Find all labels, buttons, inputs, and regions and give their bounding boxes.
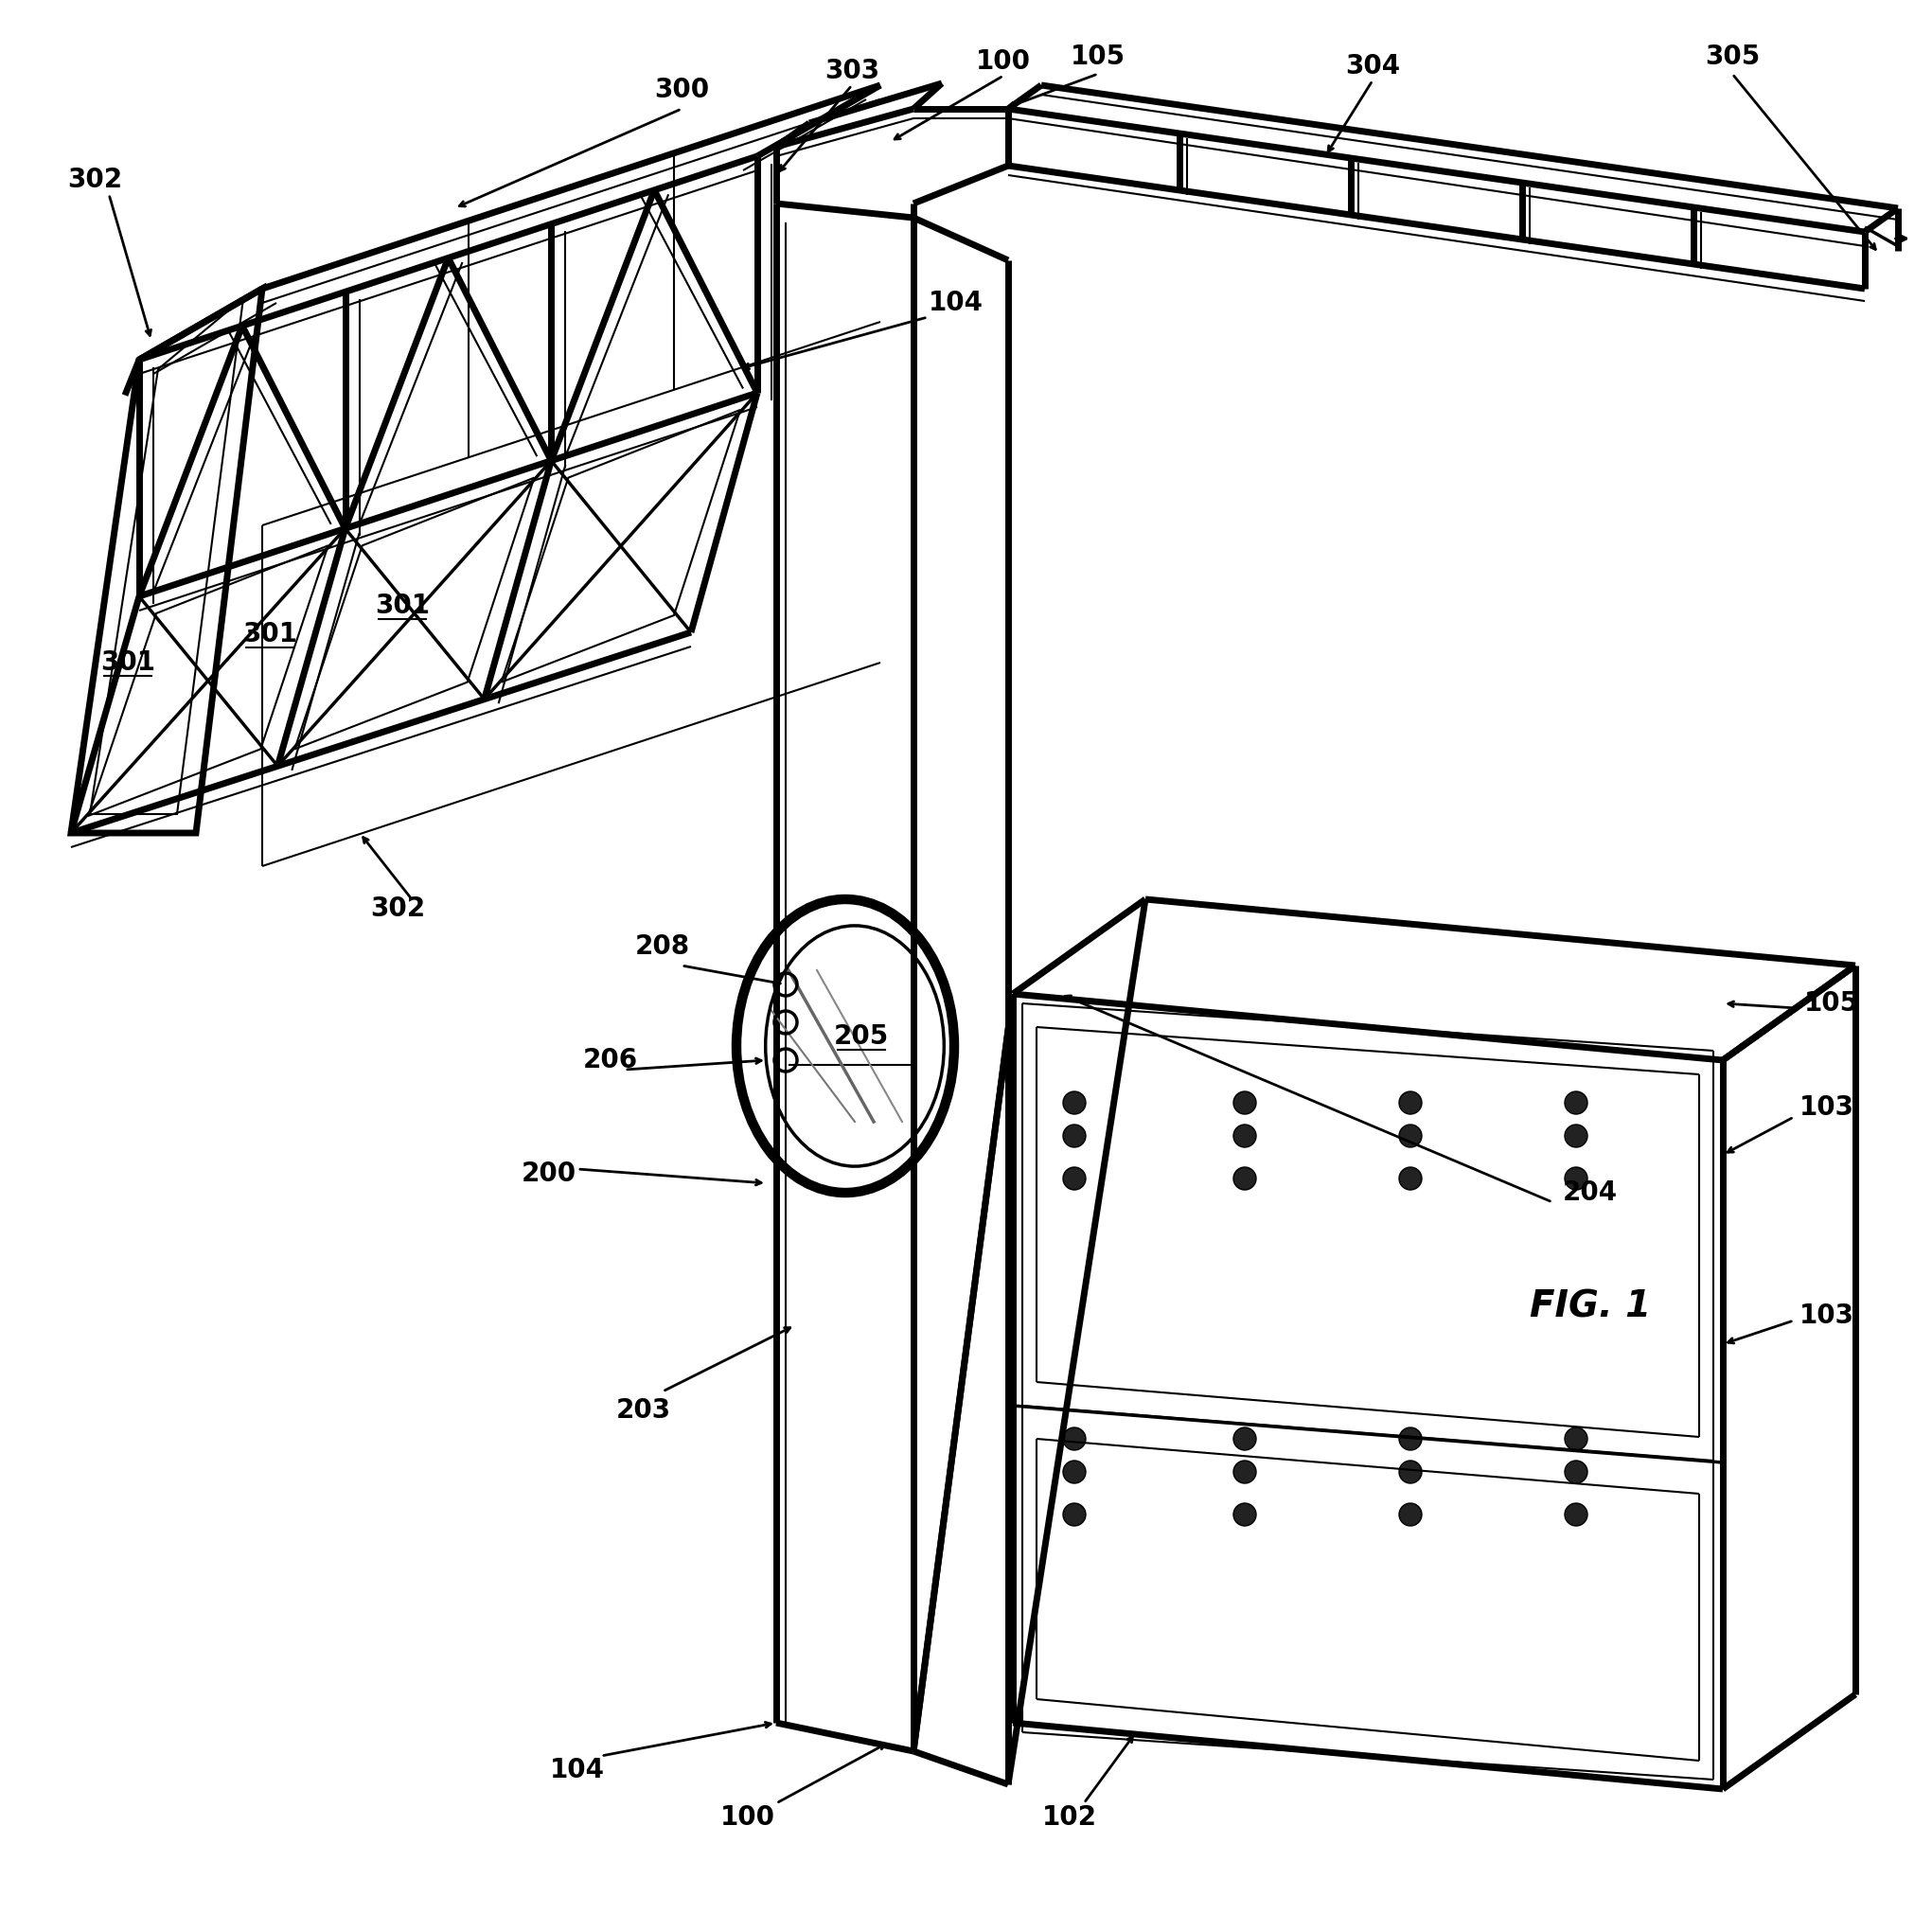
Circle shape <box>1399 1428 1422 1451</box>
Text: 302: 302 <box>68 167 122 193</box>
Circle shape <box>1063 1125 1086 1146</box>
Text: 104: 104 <box>551 1757 605 1784</box>
Text: FIG. 1: FIG. 1 <box>1530 1288 1652 1324</box>
Circle shape <box>1399 1502 1422 1525</box>
Text: 200: 200 <box>522 1160 576 1187</box>
Text: 305: 305 <box>1704 44 1760 71</box>
Circle shape <box>1565 1091 1588 1114</box>
Text: 300: 300 <box>655 77 709 103</box>
Text: 205: 205 <box>835 1024 889 1049</box>
Circle shape <box>1233 1502 1256 1525</box>
Text: 206: 206 <box>583 1047 638 1074</box>
Circle shape <box>1399 1460 1422 1483</box>
Text: 103: 103 <box>1799 1095 1855 1122</box>
Circle shape <box>1063 1502 1086 1525</box>
Text: 105: 105 <box>1804 990 1859 1016</box>
Text: 301: 301 <box>242 620 298 647</box>
Circle shape <box>1565 1428 1588 1451</box>
Text: 105: 105 <box>1070 44 1126 71</box>
Text: 104: 104 <box>929 289 983 316</box>
Circle shape <box>1399 1091 1422 1114</box>
Circle shape <box>1233 1428 1256 1451</box>
Text: 204: 204 <box>1563 1179 1617 1206</box>
Circle shape <box>1565 1502 1588 1525</box>
Text: 100: 100 <box>721 1805 775 1830</box>
Text: 103: 103 <box>1799 1303 1855 1328</box>
Circle shape <box>1399 1168 1422 1191</box>
Text: 102: 102 <box>1041 1805 1097 1830</box>
Circle shape <box>1063 1428 1086 1451</box>
Text: 302: 302 <box>371 896 425 923</box>
Circle shape <box>1233 1091 1256 1114</box>
Text: 208: 208 <box>636 934 690 959</box>
Circle shape <box>1565 1125 1588 1146</box>
Circle shape <box>1063 1168 1086 1191</box>
Circle shape <box>1233 1125 1256 1146</box>
Circle shape <box>1565 1168 1588 1191</box>
Text: 203: 203 <box>616 1397 670 1424</box>
Text: 100: 100 <box>976 48 1032 75</box>
Circle shape <box>1063 1460 1086 1483</box>
Circle shape <box>1063 1091 1086 1114</box>
Text: 301: 301 <box>375 593 429 618</box>
Text: 301: 301 <box>100 649 155 676</box>
Text: 303: 303 <box>825 57 879 84</box>
Circle shape <box>1565 1460 1588 1483</box>
Circle shape <box>1233 1168 1256 1191</box>
Circle shape <box>1233 1460 1256 1483</box>
Text: 304: 304 <box>1345 54 1401 80</box>
Circle shape <box>1399 1125 1422 1146</box>
